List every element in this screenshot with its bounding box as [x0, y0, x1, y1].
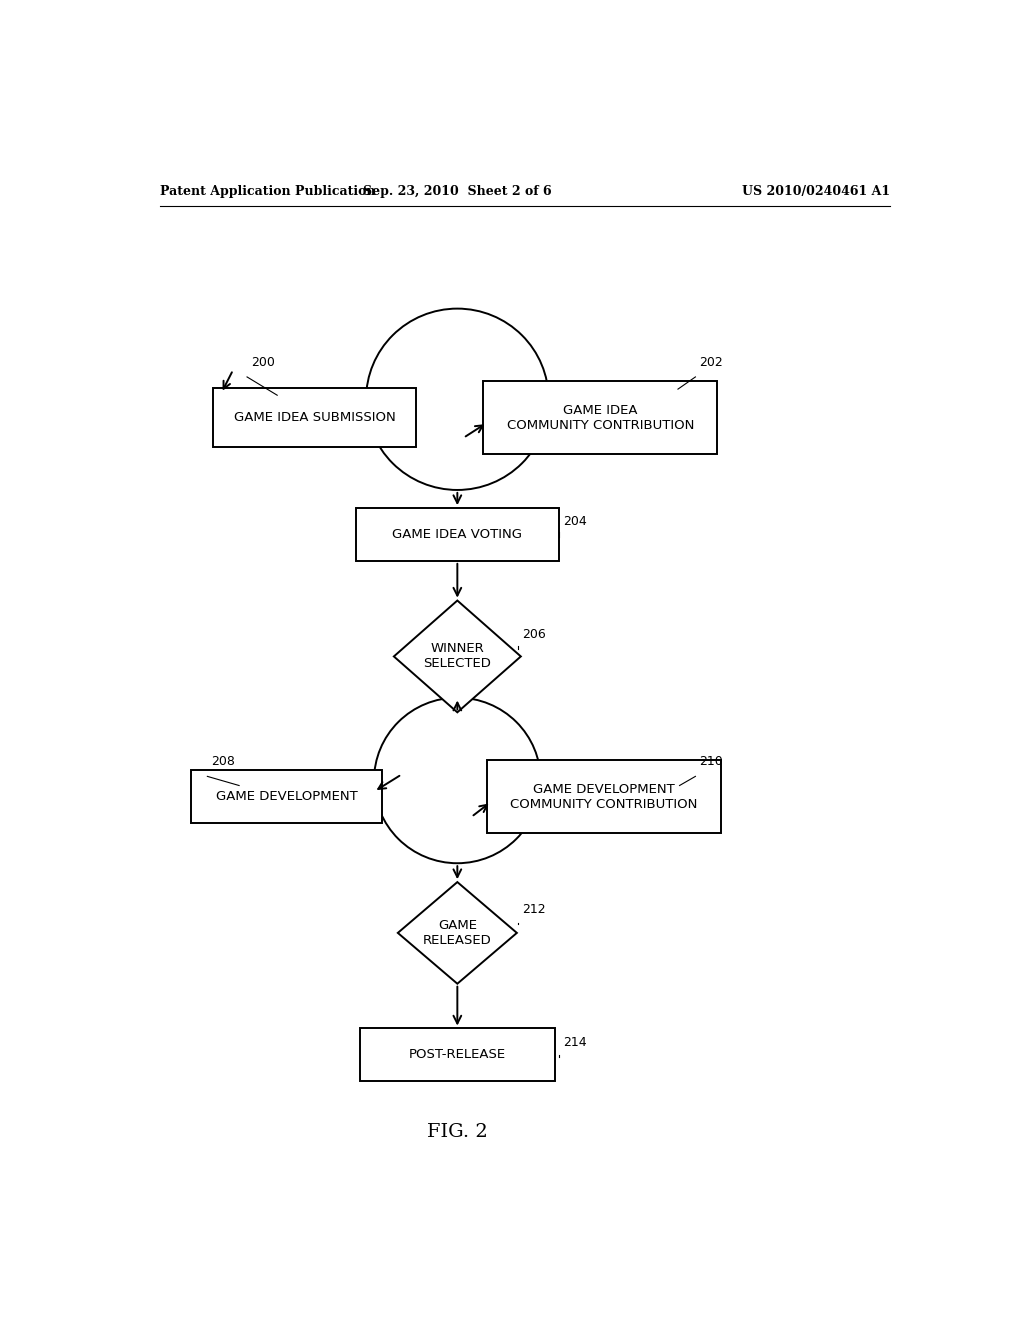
Bar [213, 388, 416, 447]
Text: Patent Application Publication: Patent Application Publication [160, 185, 375, 198]
Bar [191, 771, 382, 824]
Text: 210: 210 [699, 755, 723, 768]
Polygon shape [394, 601, 521, 713]
Text: 214: 214 [563, 1036, 587, 1049]
Text: 200: 200 [251, 356, 274, 368]
Text: GAME IDEA VOTING: GAME IDEA VOTING [392, 528, 522, 541]
Bar [487, 760, 721, 833]
Text: 202: 202 [699, 356, 723, 368]
Text: 212: 212 [522, 903, 546, 916]
Bar [356, 508, 558, 561]
Text: GAME IDEA SUBMISSION: GAME IDEA SUBMISSION [233, 411, 395, 424]
Text: GAME DEVELOPMENT: GAME DEVELOPMENT [216, 791, 357, 803]
Text: 206: 206 [522, 628, 546, 642]
Text: GAME DEVELOPMENT
COMMUNITY CONTRIBUTION: GAME DEVELOPMENT COMMUNITY CONTRIBUTION [511, 783, 697, 810]
Text: US 2010/0240461 A1: US 2010/0240461 A1 [741, 185, 890, 198]
Text: 208: 208 [211, 755, 236, 768]
Bar [483, 381, 717, 454]
Text: FIG. 2: FIG. 2 [427, 1123, 487, 1140]
Polygon shape [397, 882, 517, 983]
Text: WINNER
SELECTED: WINNER SELECTED [423, 643, 492, 671]
Bar [360, 1028, 555, 1081]
Text: Sep. 23, 2010  Sheet 2 of 6: Sep. 23, 2010 Sheet 2 of 6 [364, 185, 552, 198]
Text: POST-RELEASE: POST-RELEASE [409, 1048, 506, 1061]
Text: GAME IDEA
COMMUNITY CONTRIBUTION: GAME IDEA COMMUNITY CONTRIBUTION [507, 404, 694, 432]
Text: GAME
RELEASED: GAME RELEASED [423, 919, 492, 946]
Text: 204: 204 [563, 515, 587, 528]
